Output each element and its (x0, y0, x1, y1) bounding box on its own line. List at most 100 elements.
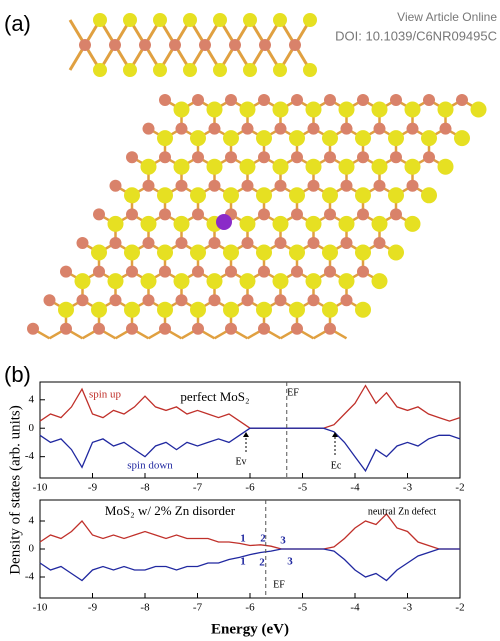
s-atom (58, 301, 74, 318)
s-atom (206, 101, 223, 118)
mo-atom (139, 39, 151, 51)
s-atom (239, 273, 256, 290)
s-atom (153, 13, 167, 27)
mo-atom (324, 151, 336, 164)
x-axis-label: Energy (eV) (211, 621, 289, 637)
annotation: 3 (287, 556, 293, 568)
mo-atom (109, 179, 122, 192)
s-atom (123, 63, 137, 77)
s-atom (338, 273, 355, 290)
x-tick-label: -9 (88, 602, 98, 614)
mo-atom (423, 94, 435, 106)
mo-atom (142, 294, 155, 307)
s-atom (74, 273, 91, 290)
y-tick-label: 4 (29, 393, 35, 405)
s-atom (239, 215, 256, 232)
article-link[interactable]: View Article Online (397, 10, 497, 24)
s-atom (213, 63, 227, 77)
y-tick-label: 0 (29, 422, 35, 434)
mo-atom (142, 122, 155, 135)
mo-atom (76, 237, 89, 249)
s-atom (173, 101, 190, 118)
annotation: perfect MoS₂ (180, 389, 249, 404)
dos-line (39, 513, 460, 550)
mo-atom (109, 39, 121, 51)
x-tick-label: -2 (455, 482, 464, 494)
s-atom (243, 13, 257, 27)
mo-atom (208, 179, 221, 192)
mo-atom (175, 294, 188, 307)
s-atom (140, 215, 157, 232)
y-tick-label: 4 (29, 515, 35, 527)
s-atom (157, 130, 173, 147)
mo-atom (159, 151, 171, 164)
mo-atom (126, 208, 138, 221)
x-tick-label: -4 (350, 482, 360, 494)
s-atom (404, 158, 421, 175)
s-atom (355, 130, 371, 147)
mo-atom (258, 151, 270, 164)
mo-atom (175, 237, 188, 249)
mo-atom (229, 39, 241, 51)
panel-label: (b) (4, 362, 31, 387)
s-atom (355, 244, 371, 261)
s-atom (272, 158, 289, 175)
mo-atom (357, 208, 369, 221)
s-atom (421, 187, 437, 204)
mo-atom (357, 265, 369, 278)
s-atom (157, 244, 173, 261)
s-atom (190, 301, 206, 318)
mo-atom (126, 265, 138, 278)
series-label: spin down (127, 460, 173, 472)
mo-atom (390, 151, 402, 164)
mo-atom (291, 94, 303, 106)
y-axis-label: Density of states (arb. units) (7, 405, 23, 575)
s-atom (173, 215, 190, 232)
s-atom (338, 101, 355, 118)
panel-label: (a) (4, 11, 31, 36)
mo-atom (307, 237, 320, 249)
y-tick-label: -4 (25, 571, 35, 583)
mo-atom (258, 208, 270, 221)
s-atom (404, 215, 421, 232)
mo-atom (159, 208, 171, 221)
s-atom (107, 215, 124, 232)
dos-line (39, 548, 460, 582)
mo-atom (456, 94, 468, 106)
mo-atom (291, 322, 303, 335)
annotation: EF (287, 387, 299, 398)
mo-atom (126, 151, 138, 164)
s-atom (371, 215, 388, 232)
mo-atom (27, 322, 39, 335)
annotation: 1 (240, 533, 246, 545)
s-atom (322, 301, 338, 318)
mo-atom (258, 265, 270, 278)
doi: DOI: 10.1039/C6NR09495C (335, 28, 497, 43)
s-atom (153, 63, 167, 77)
mo-atom (258, 94, 270, 106)
s-atom (305, 158, 322, 175)
mo-atom (142, 237, 155, 249)
mo-atom (126, 322, 138, 335)
mo-atom (439, 122, 452, 135)
mo-atom (289, 39, 301, 51)
series-label: spin up (89, 389, 122, 401)
mo-atom (406, 122, 419, 135)
s-atom (338, 158, 355, 175)
s-atom (322, 244, 338, 261)
mo-atom (340, 237, 353, 249)
mo-atom (225, 265, 237, 278)
mo-atom (109, 294, 122, 307)
mo-atom (208, 122, 221, 135)
s-atom (223, 301, 239, 318)
y-tick-label: 0 (29, 543, 35, 555)
s-atom (272, 101, 289, 118)
annotation: 2 (260, 533, 266, 545)
s-atom (388, 187, 404, 204)
mo-atom (373, 122, 386, 135)
s-atom (173, 273, 190, 290)
s-atom (437, 158, 454, 175)
annotation: EF (273, 579, 285, 590)
mo-atom (192, 208, 204, 221)
